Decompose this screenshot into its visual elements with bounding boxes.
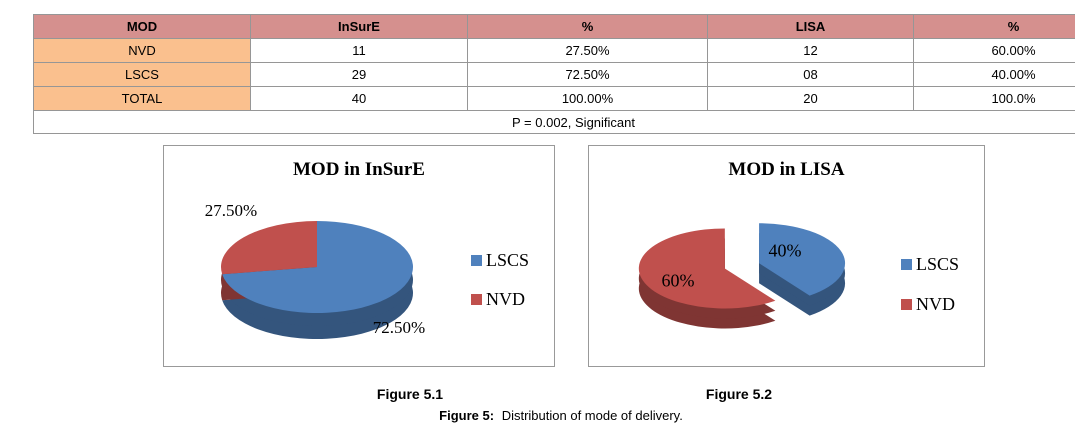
p-value-note: P = 0.002, Significant bbox=[33, 110, 1075, 134]
pie-label-nvd-pct: 60% bbox=[661, 270, 695, 291]
row-label-total: TOTAL bbox=[33, 86, 251, 111]
caption-figure-5-1: Figure 5.1 bbox=[376, 386, 444, 402]
pie-chart-lisa bbox=[638, 223, 846, 329]
chart-title-lisa: MOD in LISA bbox=[728, 159, 845, 180]
legend-label-nvd: NVD bbox=[486, 289, 525, 309]
pie-slice-lscs bbox=[222, 221, 413, 313]
header-lisa-pct: % bbox=[913, 14, 1075, 39]
cell-lscs-lisa-pct: 40.00% bbox=[913, 62, 1075, 87]
table-header-row: MOD InSurE % LISA % bbox=[33, 14, 1075, 39]
header-insure: InSurE bbox=[250, 14, 468, 39]
caption-figure-5-2: Figure 5.2 bbox=[705, 386, 773, 402]
nvd-swatch-icon bbox=[471, 294, 482, 305]
cell-lscs-insure-pct: 72.50% bbox=[467, 62, 708, 87]
legend-label-nvd: NVD bbox=[916, 294, 955, 314]
header-insure-pct: % bbox=[467, 14, 708, 39]
legend-item-nvd: NVD bbox=[471, 289, 525, 310]
table-row: LSCS 29 72.50% 08 40.00% bbox=[33, 62, 1075, 87]
table-row: TOTAL 40 100.00% 20 100.0% bbox=[33, 86, 1075, 111]
chart-title-insure: MOD in InSurE bbox=[293, 159, 425, 180]
legend-item-lscs: LSCS bbox=[901, 254, 959, 275]
lscs-swatch-icon bbox=[901, 259, 912, 270]
figure-5-1-box: MOD in InSurE 27.50% 72.50% LSCS NVD bbox=[163, 145, 555, 367]
nvd-swatch-icon bbox=[901, 299, 912, 310]
cell-total-lisa-n: 20 bbox=[707, 86, 914, 111]
mod-distribution-table: MOD InSurE % LISA % NVD 11 27.50% 12 60.… bbox=[33, 14, 1075, 134]
cell-lscs-lisa-n: 08 bbox=[707, 62, 914, 87]
caption-figure-5-text: Distribution of mode of delivery. bbox=[501, 408, 683, 423]
cell-nvd-lisa-n: 12 bbox=[707, 38, 914, 63]
pie-label-lscs-pct: 72.50% bbox=[372, 318, 426, 337]
row-label-lscs: LSCS bbox=[33, 62, 251, 87]
header-mod: MOD bbox=[33, 14, 251, 39]
caption-figure-5: Figure 5: Distribution of mode of delive… bbox=[439, 408, 683, 423]
pie-slice-nvd bbox=[638, 228, 776, 309]
header-lisa: LISA bbox=[707, 14, 914, 39]
cell-lscs-insure-n: 29 bbox=[250, 62, 468, 87]
cell-total-insure-pct: 100.00% bbox=[467, 86, 708, 111]
pie-label-nvd-pct: 27.50% bbox=[204, 201, 258, 220]
table-footer-row: P = 0.002, Significant bbox=[33, 110, 1075, 134]
table-row: NVD 11 27.50% 12 60.00% bbox=[33, 38, 1075, 63]
figure-5-2-box: MOD in LISA 40% 60% LSCS NVD bbox=[588, 145, 985, 367]
pie-label-lscs-pct: 40% bbox=[768, 240, 802, 261]
row-label-nvd: NVD bbox=[33, 38, 251, 63]
cell-nvd-insure-pct: 27.50% bbox=[467, 38, 708, 63]
lscs-swatch-icon bbox=[471, 255, 482, 266]
cell-total-insure-n: 40 bbox=[250, 86, 468, 111]
legend-label-lscs: LSCS bbox=[486, 250, 530, 270]
legend-item-nvd: NVD bbox=[901, 294, 955, 315]
pie-slice-lscs bbox=[759, 223, 846, 296]
pie-chart-insure bbox=[221, 221, 413, 339]
legend-item-lscs: LSCS bbox=[471, 250, 529, 271]
cell-nvd-insure-n: 11 bbox=[250, 38, 468, 63]
cell-total-lisa-pct: 100.0% bbox=[913, 86, 1075, 111]
legend-label-lscs: LSCS bbox=[916, 254, 960, 274]
cell-nvd-lisa-pct: 60.00% bbox=[913, 38, 1075, 63]
pie-slice-nvd bbox=[221, 221, 317, 275]
caption-figure-5-label: Figure 5: bbox=[439, 408, 495, 423]
